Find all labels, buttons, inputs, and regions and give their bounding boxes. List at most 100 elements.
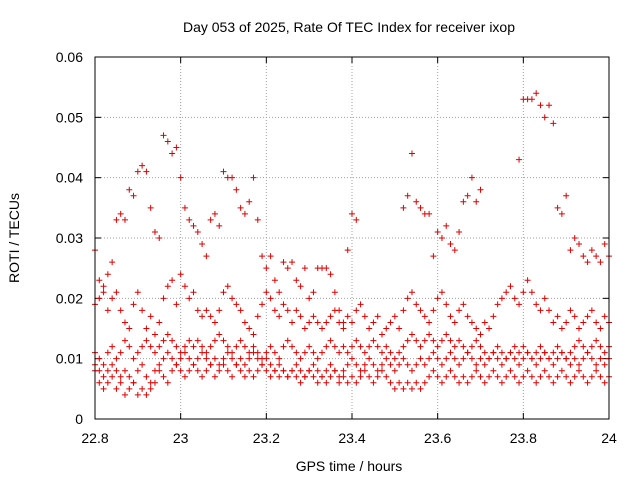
data-point: [396, 349, 403, 356]
data-point: [130, 379, 137, 386]
data-point: [349, 210, 355, 217]
data-point: [271, 307, 278, 314]
data-point: [100, 361, 107, 368]
data-point: [366, 373, 373, 380]
data-point: [216, 222, 223, 229]
data-point: [558, 210, 565, 217]
data-point: [494, 373, 501, 380]
data-point: [199, 241, 206, 248]
data-point: [181, 373, 188, 380]
data-point: [563, 192, 570, 199]
data-point: [473, 325, 480, 332]
data-point: [511, 355, 518, 362]
data-point: [344, 247, 351, 254]
data-point: [160, 373, 167, 380]
data-point: [571, 355, 578, 362]
data-point: [571, 313, 578, 320]
data-point: [597, 325, 604, 332]
data-point: [207, 216, 214, 223]
data-point: [426, 373, 433, 380]
data-point: [528, 96, 535, 103]
data-point: [169, 337, 176, 344]
data-point: [293, 349, 300, 356]
data-point: [323, 265, 330, 272]
data-point: [550, 361, 557, 368]
data-point: [96, 277, 103, 284]
data-point: [481, 379, 488, 386]
data-point: [310, 313, 317, 320]
data-point: [199, 349, 206, 356]
data-point: [319, 325, 326, 332]
data-point: [546, 355, 553, 362]
data-point: [156, 343, 163, 350]
data-point: [336, 349, 343, 356]
y-tick-label: 0.04: [56, 170, 83, 186]
data-point: [237, 367, 244, 374]
data-point: [554, 204, 561, 211]
data-point: [400, 343, 407, 350]
data-point: [250, 373, 257, 380]
data-point: [229, 174, 236, 181]
data-point: [451, 247, 458, 254]
data-point: [550, 379, 557, 386]
series-high-roti-tracks: [92, 90, 612, 326]
data-point: [156, 361, 163, 368]
data-point: [169, 355, 176, 362]
data-point: [259, 301, 266, 308]
data-point: [267, 295, 274, 302]
data-point: [349, 373, 355, 380]
data-point: [220, 355, 227, 362]
data-point: [160, 337, 167, 344]
data-point: [263, 367, 270, 374]
data-point: [408, 150, 415, 157]
y-tick-label: 0: [75, 411, 83, 427]
data-point: [468, 319, 475, 326]
data-point: [126, 385, 133, 392]
data-point: [134, 349, 141, 356]
data-point: [456, 361, 463, 368]
data-point: [301, 265, 308, 272]
data-point: [147, 204, 154, 211]
data-point: [297, 283, 304, 290]
data-point: [199, 373, 206, 380]
data-point: [237, 337, 244, 344]
data-point: [477, 373, 484, 380]
data-point: [241, 373, 248, 380]
data-point: [297, 355, 304, 362]
data-point: [417, 385, 424, 392]
data-point: [199, 313, 206, 320]
data-point: [507, 283, 514, 290]
data-point: [109, 259, 116, 266]
data-point: [220, 337, 227, 344]
data-point: [280, 343, 287, 350]
data-point: [229, 373, 236, 380]
data-point: [498, 379, 505, 386]
data-point: [516, 301, 523, 308]
data-point: [563, 373, 570, 380]
data-point: [541, 295, 548, 302]
data-point: [370, 337, 377, 344]
data-point: [546, 102, 553, 109]
data-point: [533, 361, 540, 368]
data-point: [550, 349, 557, 356]
data-point: [593, 361, 600, 368]
data-point: [593, 367, 600, 374]
data-point: [109, 343, 116, 350]
data-point: [486, 355, 493, 362]
data-point: [408, 385, 415, 392]
data-point: [276, 355, 283, 362]
y-tick-label: 0.05: [56, 109, 83, 125]
data-point: [464, 192, 471, 199]
data-point: [460, 355, 467, 362]
data-point: [250, 343, 257, 350]
data-point: [151, 379, 158, 386]
data-point: [117, 379, 124, 386]
data-point: [580, 373, 587, 380]
data-point: [563, 319, 570, 326]
data-point: [537, 102, 544, 109]
data-point: [404, 379, 411, 386]
data-point: [477, 355, 484, 362]
data-point: [447, 241, 454, 248]
data-point: [400, 385, 407, 392]
data-point: [344, 361, 351, 368]
